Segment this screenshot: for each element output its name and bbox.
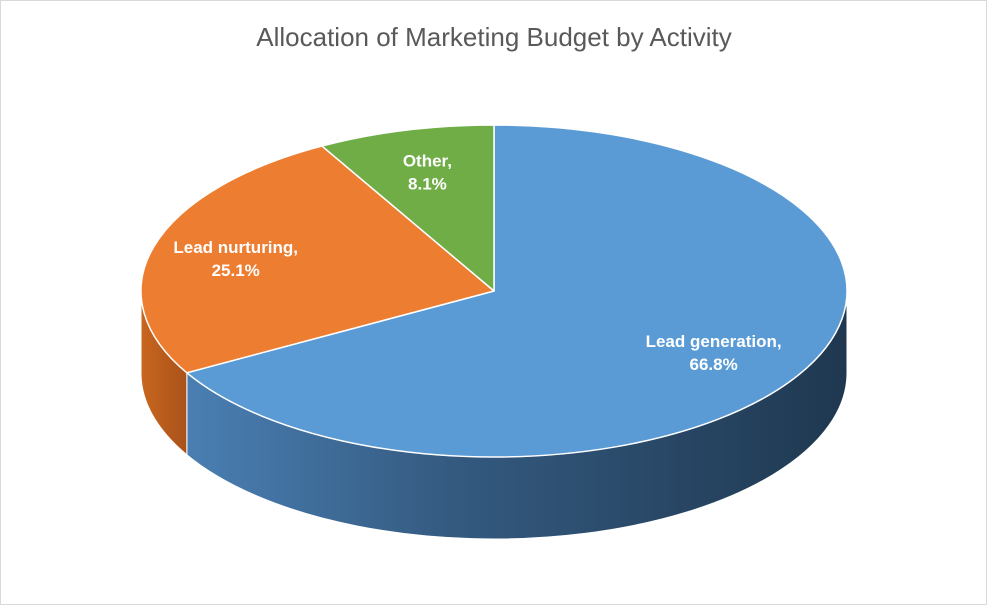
pie-slice-other[interactable] [321, 124, 495, 292]
data-labels: Lead generation, 66.8% Lead nurturing, 25.1… [173, 152, 781, 375]
data-label-other: Other, 8.1% [403, 152, 452, 194]
data-label-name: Other, [403, 152, 452, 171]
data-label-value: 25.1% [212, 261, 260, 280]
data-label-value: 8.1% [408, 175, 447, 194]
data-label-value: 66.8% [689, 355, 737, 374]
pie-slice-lead-nurturing[interactable] [140, 145, 495, 374]
data-label-name: Lead nurturing, [173, 238, 298, 257]
pie-tops [140, 124, 848, 458]
data-label-lead-nurturing: Lead nurturing, 25.1% [173, 238, 298, 280]
pie-slice-lead-generation[interactable] [186, 124, 848, 458]
chart-title: Allocation of Marketing Budget by Activi… [256, 22, 731, 52]
data-label-lead-generation: Lead generation, 66.8% [646, 332, 782, 374]
data-label-name: Lead generation, [646, 332, 782, 351]
